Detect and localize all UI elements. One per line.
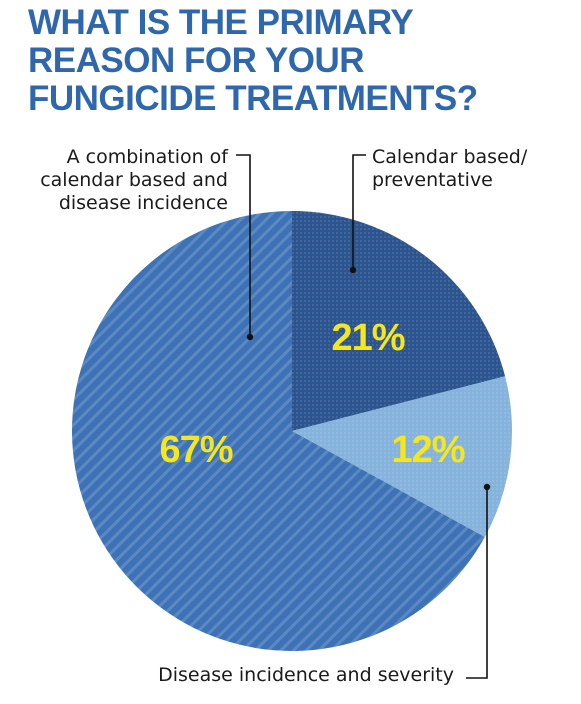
label-calendar: Calendar based/ preventative xyxy=(372,146,572,192)
label-calendar-line-1: Calendar based/ xyxy=(372,146,528,168)
title-line-2: REASON FOR YOUR xyxy=(28,41,365,80)
leader-line-disease xyxy=(466,487,488,679)
label-combination-line-2: calendar based and xyxy=(40,169,228,191)
label-combination-line-3: disease incidence xyxy=(58,192,228,214)
title-line-1: WHAT IS THE PRIMARY xyxy=(28,3,414,42)
label-combination-line-1: A combination of xyxy=(66,146,228,168)
pie-slice-texture-disease xyxy=(292,376,512,537)
leader-line-calendar xyxy=(352,154,366,270)
title-line-3: FUNGICIDE TREATMENTS? xyxy=(28,79,478,118)
leader-line-combination xyxy=(236,154,251,337)
percent-label-disease: 12% xyxy=(391,429,464,471)
label-calendar-line-2: preventative xyxy=(372,169,493,191)
label-disease: Disease incidence and severity xyxy=(98,664,454,687)
chart-title: WHAT IS THE PRIMARY REASON FOR YOUR FUNG… xyxy=(28,4,568,118)
label-combination: A combination of calendar based and dise… xyxy=(20,146,228,215)
pie-slice-texture-calendar xyxy=(292,211,506,431)
leader-dot-calendar xyxy=(349,266,357,274)
leader-dot-disease xyxy=(483,483,491,491)
leader-lines xyxy=(236,154,491,679)
percent-label-calendar: 21% xyxy=(331,317,404,359)
pie-slice-texture-combination xyxy=(71,211,485,651)
percent-label-combination: 67% xyxy=(159,429,232,471)
label-disease-line-1: Disease incidence and severity xyxy=(158,664,454,686)
percent-labels: 21% 12% 67% xyxy=(159,317,465,471)
pie-slices xyxy=(71,211,512,651)
leader-dot-combination xyxy=(246,333,254,341)
